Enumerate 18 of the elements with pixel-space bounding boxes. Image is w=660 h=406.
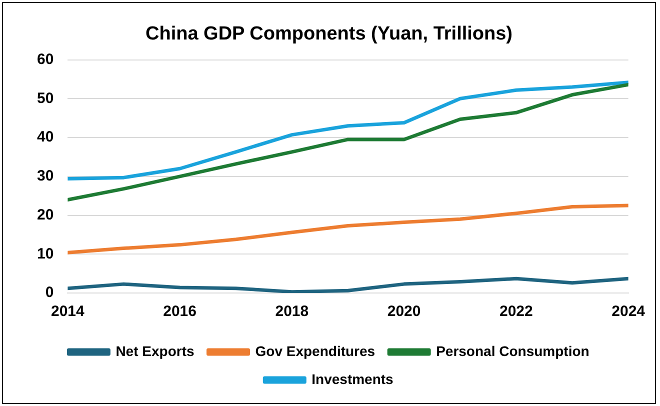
x-tick-label: 2024 <box>612 303 646 320</box>
y-tick-label: 0 <box>45 284 54 302</box>
y-tick-label: 40 <box>36 128 54 146</box>
y-tick-label: 30 <box>36 168 54 185</box>
legend-label: Net Exports <box>116 342 194 359</box>
y-tick-label: 10 <box>36 245 54 262</box>
chart-title: China GDP Components (Yuan, Trillions) <box>145 24 513 45</box>
x-tick-label: 2018 <box>275 303 309 320</box>
legend-label: Personal Consumption <box>436 342 590 359</box>
y-tick-label: 60 <box>36 50 54 68</box>
legend-label: Investments <box>312 370 394 387</box>
x-tick-label: 2014 <box>50 303 86 320</box>
y-tick-label: 50 <box>36 90 54 107</box>
x-tick-label: 2020 <box>387 303 421 320</box>
y-tick-label: 20 <box>36 206 54 224</box>
x-tick-label: 2016 <box>163 303 196 320</box>
legend-label: Gov Expenditures <box>255 342 376 359</box>
x-tick-label: 2022 <box>500 303 533 320</box>
